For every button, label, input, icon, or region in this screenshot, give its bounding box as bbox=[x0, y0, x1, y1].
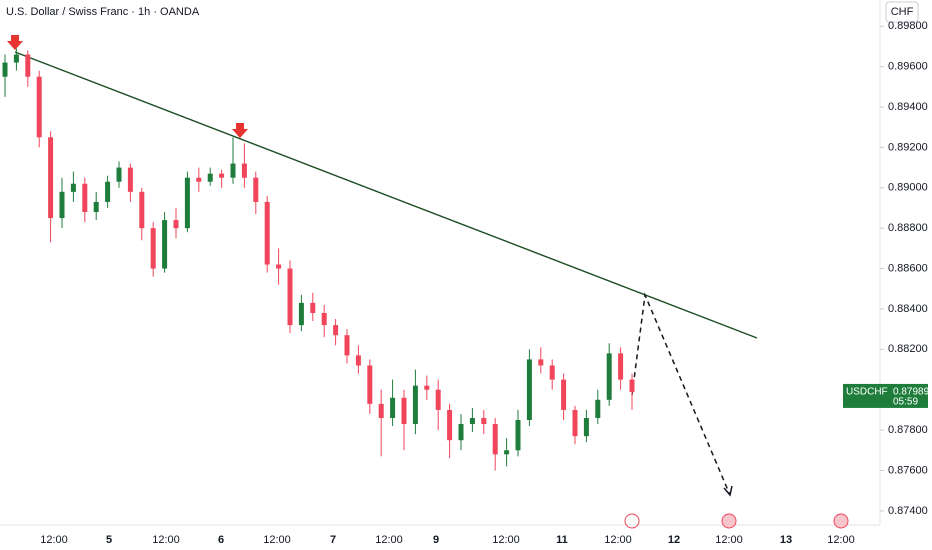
candle-body bbox=[469, 417, 475, 425]
y-tick-label: 0.89600 bbox=[888, 61, 928, 73]
event-icon[interactable] bbox=[833, 513, 849, 529]
candle-body bbox=[549, 365, 555, 380]
candle-body bbox=[276, 264, 282, 269]
x-tick-label: 12:00 bbox=[263, 534, 291, 546]
y-tick-label: 0.87800 bbox=[888, 424, 928, 436]
candle-body bbox=[150, 228, 156, 269]
candle-body bbox=[561, 379, 567, 410]
event-icon[interactable] bbox=[624, 513, 640, 529]
candle-body bbox=[310, 302, 316, 313]
y-tick-label: 0.89000 bbox=[888, 182, 928, 194]
marker-arrow bbox=[7, 35, 23, 50]
candle-body bbox=[504, 450, 510, 455]
candle-body bbox=[321, 312, 327, 326]
x-tick-label: 12:00 bbox=[40, 534, 68, 546]
candle-body bbox=[424, 385, 430, 390]
projection-arrowhead bbox=[723, 485, 733, 497]
candle-body bbox=[538, 359, 544, 366]
candle-body bbox=[515, 420, 521, 451]
candle-body bbox=[355, 355, 361, 366]
candle-body bbox=[105, 181, 111, 202]
y-tick-label: 0.88200 bbox=[888, 343, 928, 355]
candle-body bbox=[139, 191, 145, 229]
candle-body bbox=[526, 359, 532, 420]
candle-body bbox=[447, 409, 453, 441]
candle-body bbox=[618, 353, 624, 380]
last-price-label: 0.87989 bbox=[893, 387, 930, 398]
x-tick-label: 11 bbox=[556, 534, 568, 546]
candle-body bbox=[219, 173, 225, 178]
x-tick-label: 5 bbox=[106, 534, 112, 546]
y-tick-label: 0.88800 bbox=[888, 222, 928, 234]
candle-body bbox=[333, 325, 339, 336]
candle-body bbox=[401, 397, 407, 425]
x-tick-label: 7 bbox=[330, 534, 336, 546]
x-tick-label: 12:00 bbox=[152, 534, 180, 546]
x-tick-label: 12:00 bbox=[604, 534, 632, 546]
y-tick-label: 0.87400 bbox=[888, 505, 928, 517]
marker-arrow bbox=[232, 123, 248, 138]
candle-body bbox=[287, 268, 293, 326]
candle-body bbox=[207, 173, 213, 182]
candle-body bbox=[481, 417, 487, 425]
symbol-label: USDCHF bbox=[846, 387, 888, 398]
candle-body bbox=[595, 399, 601, 418]
candle-body bbox=[378, 403, 384, 418]
x-tick-label: 12:00 bbox=[492, 534, 520, 546]
x-tick-label: 12:00 bbox=[715, 534, 743, 546]
candle-body bbox=[344, 335, 350, 356]
candle-body bbox=[173, 220, 179, 229]
trend-line bbox=[14, 51, 758, 339]
candle-body bbox=[13, 54, 19, 63]
candle-body bbox=[390, 397, 396, 418]
chart-title: U.S. Dollar / Swiss Franc · 1h · OANDA bbox=[6, 6, 200, 18]
candle-body bbox=[435, 389, 441, 410]
y-tick-label: 0.88400 bbox=[888, 303, 928, 315]
candle-body bbox=[492, 424, 498, 455]
candle-body bbox=[298, 302, 304, 326]
y-tick-label: 0.88600 bbox=[888, 262, 928, 274]
x-tick-label: 12:00 bbox=[827, 534, 855, 546]
y-tick-label: 0.89400 bbox=[888, 101, 928, 113]
candle-body bbox=[36, 76, 42, 138]
candle-body bbox=[458, 424, 464, 441]
x-tick-label: 13 bbox=[780, 534, 792, 546]
y-tick-label: 0.89800 bbox=[888, 20, 928, 32]
candle-body bbox=[253, 177, 259, 202]
event-icon[interactable] bbox=[721, 513, 737, 529]
currency-box[interactable] bbox=[885, 1, 919, 23]
candle-body bbox=[196, 177, 202, 182]
projection bbox=[631, 292, 731, 496]
candle-body bbox=[116, 167, 122, 182]
currency[interactable]: CHF bbox=[891, 6, 914, 18]
x-tick-label: 6 bbox=[218, 534, 224, 546]
candle-body bbox=[127, 167, 133, 192]
last-price-box bbox=[843, 383, 928, 408]
candle-body bbox=[629, 379, 635, 392]
y-tick-label: 0.89200 bbox=[888, 141, 928, 153]
candle-body bbox=[48, 137, 54, 219]
y-tick-label: 0.87600 bbox=[888, 464, 928, 476]
candle-body bbox=[184, 177, 190, 229]
candle-body bbox=[2, 62, 8, 77]
candle-body bbox=[241, 163, 247, 178]
x-tick-label: 12:00 bbox=[375, 534, 403, 546]
x-tick-label: 12 bbox=[668, 534, 680, 546]
candle-body bbox=[264, 201, 270, 265]
candle-body bbox=[572, 409, 578, 437]
candle-body bbox=[367, 365, 373, 404]
candle-body bbox=[412, 385, 418, 425]
candle-body bbox=[606, 353, 612, 400]
countdown: 05:59 bbox=[893, 397, 918, 408]
candle-body bbox=[82, 183, 88, 213]
candle-body bbox=[93, 201, 99, 213]
candle-body bbox=[230, 163, 236, 178]
candle-body bbox=[162, 220, 168, 269]
x-tick-label: 9 bbox=[433, 534, 439, 546]
candle-body bbox=[583, 417, 589, 437]
candle-body bbox=[70, 183, 76, 192]
candle-body bbox=[25, 54, 31, 77]
candle-body bbox=[59, 191, 65, 219]
